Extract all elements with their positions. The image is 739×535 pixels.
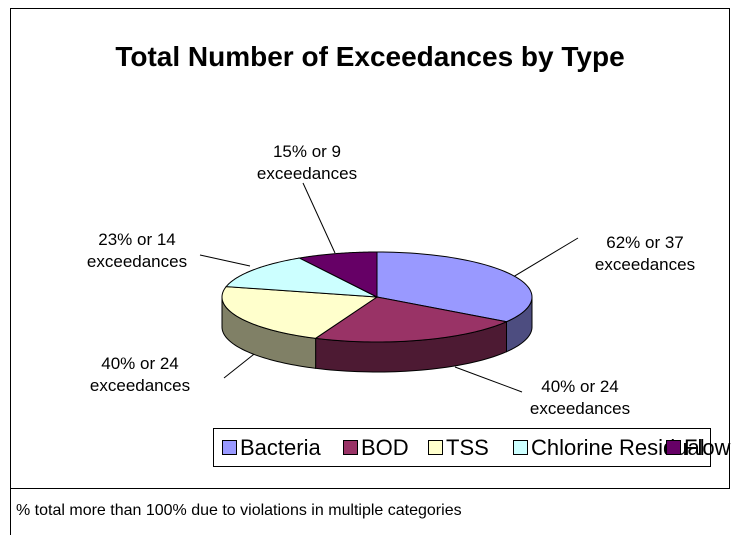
data-label: 23% or 14 exceedances — [86, 230, 188, 271]
data-label: 40% or 24 exceedances — [529, 377, 631, 418]
leader-line — [502, 237, 579, 284]
leader-lines — [199, 182, 579, 393]
data-label: 40% or 24 exceedances — [89, 354, 191, 395]
legend-swatch — [343, 440, 358, 455]
pie-slice — [225, 257, 378, 298]
data-label: 62% or 37 exceedances — [594, 233, 696, 274]
data-label: 15% or 9 exceedances — [256, 142, 358, 183]
pie-slice — [297, 251, 378, 298]
legend-label: TSS — [446, 435, 489, 460]
chart-title: Total Number of Exceedances by Type — [115, 41, 625, 72]
chart-border — [10, 8, 730, 489]
legend-label: Bacteria — [240, 435, 321, 460]
legend-swatch — [666, 440, 681, 455]
legend-swatch — [428, 440, 443, 455]
legend-box — [213, 428, 711, 467]
legend-swatch — [222, 440, 237, 455]
pie-slice — [314, 296, 509, 343]
legend-label: Flow — [684, 435, 731, 460]
leader-line — [199, 254, 251, 267]
leader-line — [454, 366, 523, 393]
legend-label: BOD — [361, 435, 409, 460]
pie-slice — [221, 286, 379, 339]
legend-swatch — [513, 440, 528, 455]
leader-line — [302, 182, 336, 254]
footnote: % total more than 100% due to violations… — [16, 502, 462, 519]
